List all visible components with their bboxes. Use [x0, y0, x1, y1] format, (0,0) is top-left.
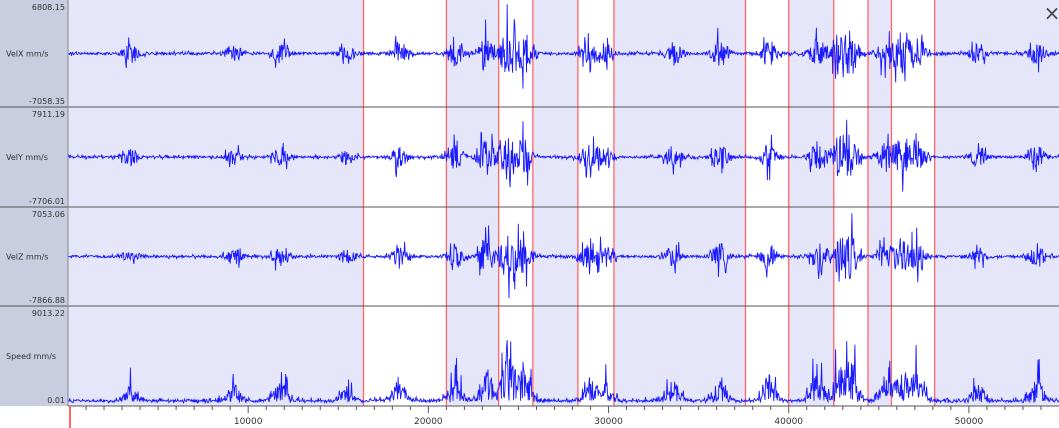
channel-max-label: 7053.06 [32, 210, 65, 219]
x-axis-background [0, 406, 1059, 428]
signal-traces [68, 4, 1059, 405]
signal-trace-3 [68, 213, 1059, 299]
channel-max-label: 9013.22 [32, 309, 65, 318]
signal-trace-2 [68, 119, 1059, 192]
selected-segment[interactable] [745, 0, 789, 406]
channel-label-panel [0, 107, 68, 207]
channel-min-label: -7866.88 [29, 296, 65, 305]
signal-trace-1 [68, 4, 1059, 89]
close-icon[interactable]: × [1044, 1, 1059, 25]
channel-min-label: 0.01 [47, 396, 65, 405]
channel-name-label: VelX mm/s [6, 50, 48, 59]
channel-label-panel [0, 0, 68, 107]
signal-trace-4 [68, 340, 1059, 405]
channel-label-panel [0, 207, 68, 306]
channel-panels: 6808.15 VelX mm/s -7058.35 7911.19 VelY mm/s… [0, 0, 1059, 406]
x-tick-label: 20000 [414, 417, 443, 427]
channel-label-panel [0, 306, 68, 406]
channel-max-label: 6808.15 [32, 3, 65, 12]
x-tick-label: 50000 [955, 417, 984, 427]
x-tick-label: 30000 [594, 417, 623, 427]
channel-name-label: VelZ mm/s [6, 253, 48, 262]
channel-min-label: -7058.35 [29, 97, 65, 106]
selected-segment[interactable] [577, 0, 614, 406]
channel-min-label: -7706.01 [29, 197, 65, 206]
channel-max-label: 7911.19 [32, 110, 65, 119]
selected-segment[interactable] [363, 0, 447, 406]
channel-name-label: VelY mm/s [6, 153, 48, 162]
x-axis: 10000 20000 30000 40000 50000 [0, 405, 1059, 428]
selected-segment[interactable] [833, 0, 869, 406]
x-tick-label: 40000 [774, 417, 803, 427]
x-tick-label: 10000 [234, 417, 263, 427]
channel-name-label: Speed mm/s [6, 352, 56, 361]
